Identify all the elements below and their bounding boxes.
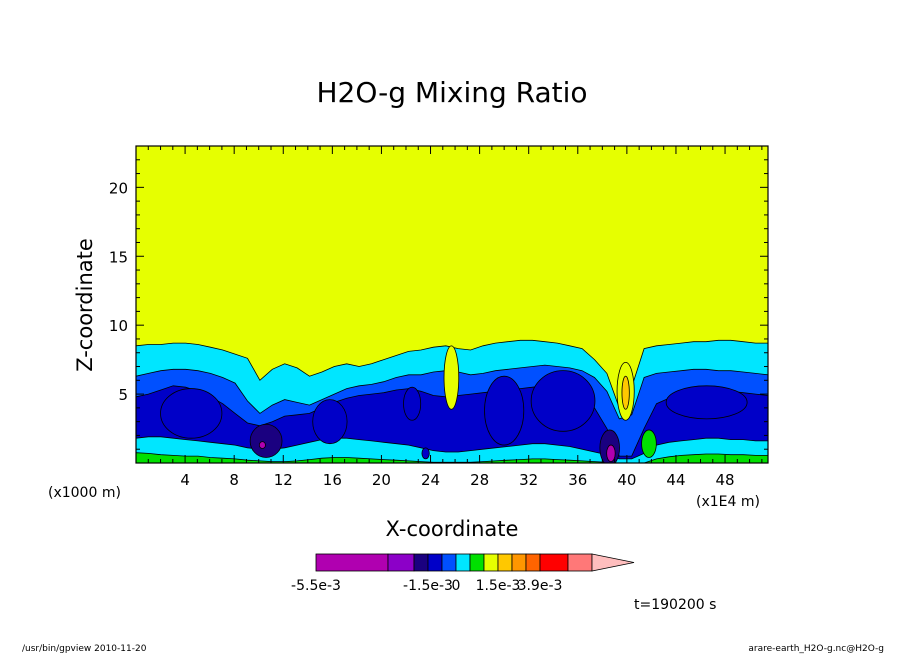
plot-frame [135, 145, 769, 464]
colorbar-swatch [483, 553, 499, 572]
colorbar-swatch [511, 553, 527, 572]
x-tick-label: 28 [470, 471, 489, 489]
colorbar-arrow [591, 553, 635, 572]
contour-blob-8 [606, 444, 616, 463]
x-unit-left: (x1000 m) [48, 485, 121, 501]
contour-field [136, 146, 768, 463]
x-axis: 4 8 12 16 20 24 28 32 36 40 44 48 [147, 146, 763, 489]
contour-blob-1 [312, 399, 348, 445]
y-tick-label: 15 [109, 248, 128, 266]
y-tick-label: 10 [109, 317, 128, 335]
colorbar: -5.5e-3 -1.5e-30 1.5e-33.9e-3 [291, 553, 635, 594]
colorbar-label: 3.9e-3 [518, 578, 563, 594]
contour-blob-5 [665, 385, 748, 420]
contour-blob-2 [403, 386, 422, 421]
chart-title: H2O-g Mixing Ratio [316, 76, 587, 109]
contour-blob-11 [443, 345, 460, 410]
colorbar-swatch [441, 553, 457, 572]
colorbar-label: 0 [452, 578, 461, 594]
contour-blob-9 [258, 441, 266, 449]
colorbar-swatch [455, 553, 471, 572]
y-axis: 5 10 15 20 [109, 159, 768, 450]
contour-blob-13 [621, 375, 630, 410]
colorbar-swatch [315, 553, 389, 572]
x-tick-label: 20 [372, 471, 391, 489]
x-tick-label: 44 [666, 471, 685, 489]
colorbar-swatch [525, 553, 541, 572]
colorbar-swatch [539, 553, 569, 572]
contour-blob-3 [484, 375, 525, 446]
x-tick-label: 16 [323, 471, 342, 489]
x-tick-label: 40 [617, 471, 636, 489]
contour-band-6 [136, 452, 768, 463]
y-axis-label: Z-coordinate [73, 238, 97, 372]
contour-blob-14 [641, 429, 657, 458]
x-tick-label: 48 [716, 471, 735, 489]
colorbar-swatch [567, 553, 593, 572]
x-tick-label: 36 [568, 471, 587, 489]
x-unit-right: (x1E4 m) [696, 494, 760, 510]
x-tick-label: 24 [421, 471, 440, 489]
time-label: t=190200 s [634, 597, 716, 613]
contour-blob-10 [421, 447, 430, 460]
colorbar-swatch [427, 553, 443, 572]
colorbar-swatch [469, 553, 485, 572]
x-tick-label: 4 [180, 471, 190, 489]
footer-right: arare-earth_H2O-g.nc@H2O-g [748, 644, 884, 654]
y-tick-label: 5 [118, 386, 128, 404]
colorbar-label: -1.5e-3 [403, 578, 453, 594]
contour-blob-4 [530, 370, 596, 432]
x-tick-label: 12 [274, 471, 293, 489]
contour-blob-0 [160, 388, 223, 439]
x-axis-label: X-coordinate [386, 517, 519, 541]
x-tick-label: 32 [519, 471, 538, 489]
contour-blob-6 [249, 424, 283, 458]
colorbar-swatch [413, 553, 429, 572]
colorbar-swatch [387, 553, 415, 572]
footer-left: /usr/bin/gpview 2010-11-20 [22, 644, 147, 654]
colorbar-swatch [497, 553, 513, 572]
colorbar-label: -5.5e-3 [291, 578, 341, 594]
x-tick-label: 8 [229, 471, 239, 489]
colorbar-label: 1.5e-3 [476, 578, 521, 594]
y-tick-label: 20 [109, 179, 128, 197]
